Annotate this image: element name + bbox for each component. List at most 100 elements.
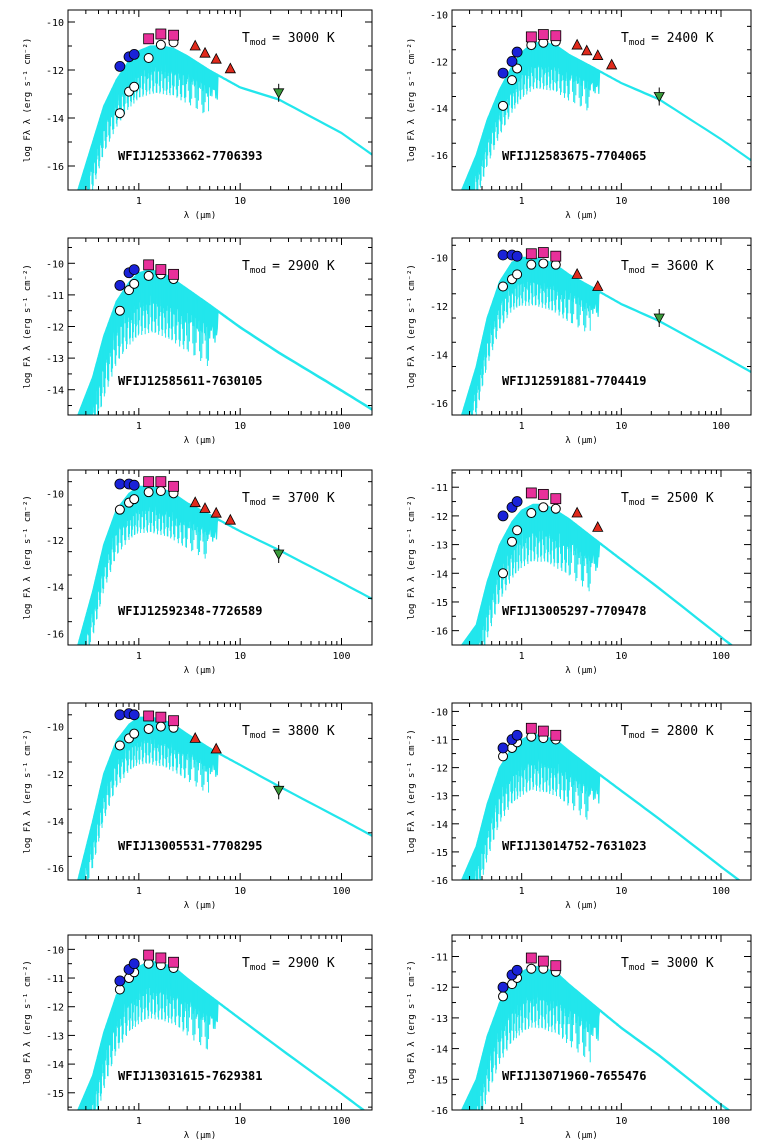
y-axis-label: log Fλ λ (erg s⁻¹ cm⁻²) — [23, 264, 33, 389]
tmod-label: Tmod = 3700 K — [242, 491, 335, 508]
object-name: WFIJ13071960-7655476 — [502, 1069, 647, 1083]
y-tick-label: -14 — [46, 583, 64, 594]
tmod-symbol: T — [242, 31, 250, 46]
tmod-subscript: mod — [629, 731, 645, 741]
open-circle-point — [143, 723, 154, 734]
green-star-point — [273, 549, 285, 560]
tmod-label: Tmod = 2500 K — [621, 491, 714, 508]
blue-circle-point — [114, 975, 126, 987]
y-tick-label: -12 — [430, 764, 448, 775]
tmod-symbol: T — [242, 491, 250, 506]
plot-frame — [451, 934, 752, 1111]
y-tick-label: -10 — [46, 259, 64, 270]
red-triangle-point — [210, 52, 222, 64]
magenta-square-point — [525, 952, 537, 964]
tmod-symbol: T — [621, 724, 629, 739]
tmod-subscript: mod — [629, 38, 645, 48]
open-circle-point — [526, 963, 537, 974]
y-tick-label: -10 — [430, 253, 448, 264]
plot-frame — [67, 934, 373, 1111]
open-circle-point — [498, 568, 509, 579]
magenta-square-point — [525, 31, 537, 43]
x-axis-label: λ (μm) — [565, 666, 598, 676]
blue-circle-point — [128, 958, 140, 970]
magenta-square-point — [550, 729, 562, 741]
y-tick-label: -15 — [46, 1089, 64, 1100]
x-tick-label: 100 — [332, 196, 350, 207]
plot-frame — [67, 469, 373, 646]
tmod-label: Tmod = 3000 K — [242, 31, 335, 48]
plot-area — [461, 487, 734, 645]
tmod-subscript: mod — [629, 266, 645, 276]
magenta-square-point — [143, 259, 155, 271]
plot-area — [77, 949, 366, 1110]
tmod-value: = 3000 K — [272, 31, 335, 46]
y-tick-label: -11 — [46, 291, 64, 302]
x-tick-label: 100 — [332, 421, 350, 432]
open-circle-point — [143, 958, 154, 969]
tmod-label: Tmod = 2900 K — [242, 956, 335, 973]
blue-circle-point — [128, 49, 140, 60]
x-tick-label: 10 — [234, 421, 246, 432]
open-circle-point — [538, 502, 549, 513]
red-triangle-point — [189, 732, 201, 743]
y-tick-label: -11 — [430, 952, 448, 963]
plot-area — [77, 708, 372, 880]
open-circle-point — [155, 486, 166, 496]
y-axis-label: log Fλ λ (erg s⁻¹ cm⁻²) — [407, 264, 417, 389]
red-triangle-point — [592, 521, 604, 532]
y-tick-label: -12 — [46, 323, 64, 334]
model-sed — [461, 503, 734, 645]
y-tick-label: -13 — [46, 1031, 64, 1042]
x-tick-label: 100 — [712, 421, 730, 432]
object-name: WFIJ12591881-7704419 — [502, 374, 647, 388]
magenta-square-point — [537, 247, 549, 258]
y-tick-label: -16 — [430, 1106, 448, 1117]
magenta-square-point — [537, 488, 549, 500]
magenta-square-point — [155, 264, 167, 276]
tmod-symbol: T — [621, 259, 629, 274]
x-tick-label: 1 — [519, 421, 525, 432]
open-circle-point — [155, 721, 166, 732]
blue-circle-point — [128, 709, 140, 721]
red-triangle-point — [210, 742, 222, 754]
magenta-square-point — [143, 710, 155, 722]
y-tick-label: -12 — [46, 1003, 64, 1014]
y-tick-label: -14 — [46, 114, 64, 125]
x-axis-label: λ (μm) — [565, 901, 598, 911]
y-tick-label: -10 — [46, 723, 64, 734]
y-axis-label: log Fλ λ (erg s⁻¹ cm⁻²) — [23, 495, 33, 620]
red-triangle-point — [581, 44, 593, 56]
object-name: WFIJ13014752-7631023 — [502, 839, 647, 853]
magenta-square-point — [550, 30, 562, 42]
plot-area — [461, 29, 751, 190]
x-tick-label: 1 — [136, 421, 142, 432]
sed-panel-9: 1 10 100 -10 -11 -12 -13 -14 -15 λ (μm) log Fλ λ (… — [23, 934, 373, 1141]
tmod-symbol: T — [621, 31, 629, 46]
sed-panel-4: 1 10 100 -10 -12 -14 -16 λ (μm) log Fλ λ (erg s⁻… — [407, 237, 752, 446]
x-tick-label: 1 — [519, 1116, 525, 1127]
green-star-point — [273, 785, 285, 797]
y-tick-label: -12 — [46, 770, 64, 781]
y-tick-label: -14 — [430, 820, 448, 831]
open-circle-point — [129, 278, 140, 289]
sed-panel-3: 1 10 100 -10 -11 -12 -13 -14 λ (μm) log Fλ λ (erg… — [23, 237, 373, 446]
sed-panel-8: 1 10 100 -10 -11 -12 -13 -14 -15 -16 λ (μm) log Fλ … — [407, 702, 752, 911]
object-name: WFIJ13005297-7709478 — [502, 604, 647, 618]
y-axis-label: log Fλ λ (erg s⁻¹ cm⁻²) — [407, 729, 417, 854]
y-tick-label: -14 — [46, 386, 64, 397]
y-tick-label: -14 — [430, 569, 448, 580]
y-tick-label: -12 — [430, 512, 448, 523]
magenta-square-point — [155, 952, 167, 964]
x-tick-label: 10 — [234, 651, 246, 662]
red-triangle-point — [199, 46, 211, 58]
y-axis-label: log Fλ λ (erg s⁻¹ cm⁻²) — [407, 38, 417, 163]
plot-area — [77, 476, 372, 645]
open-circle-point — [498, 100, 509, 111]
open-circle-point — [526, 508, 537, 519]
red-triangle-point — [592, 280, 604, 291]
x-tick-label: 1 — [136, 886, 142, 897]
y-tick-label: -11 — [46, 974, 64, 985]
sed-panel-1: 1 10 100 -10 -12 -14 -16 λ (μm) log Fλ λ (erg s⁻… — [23, 9, 373, 221]
